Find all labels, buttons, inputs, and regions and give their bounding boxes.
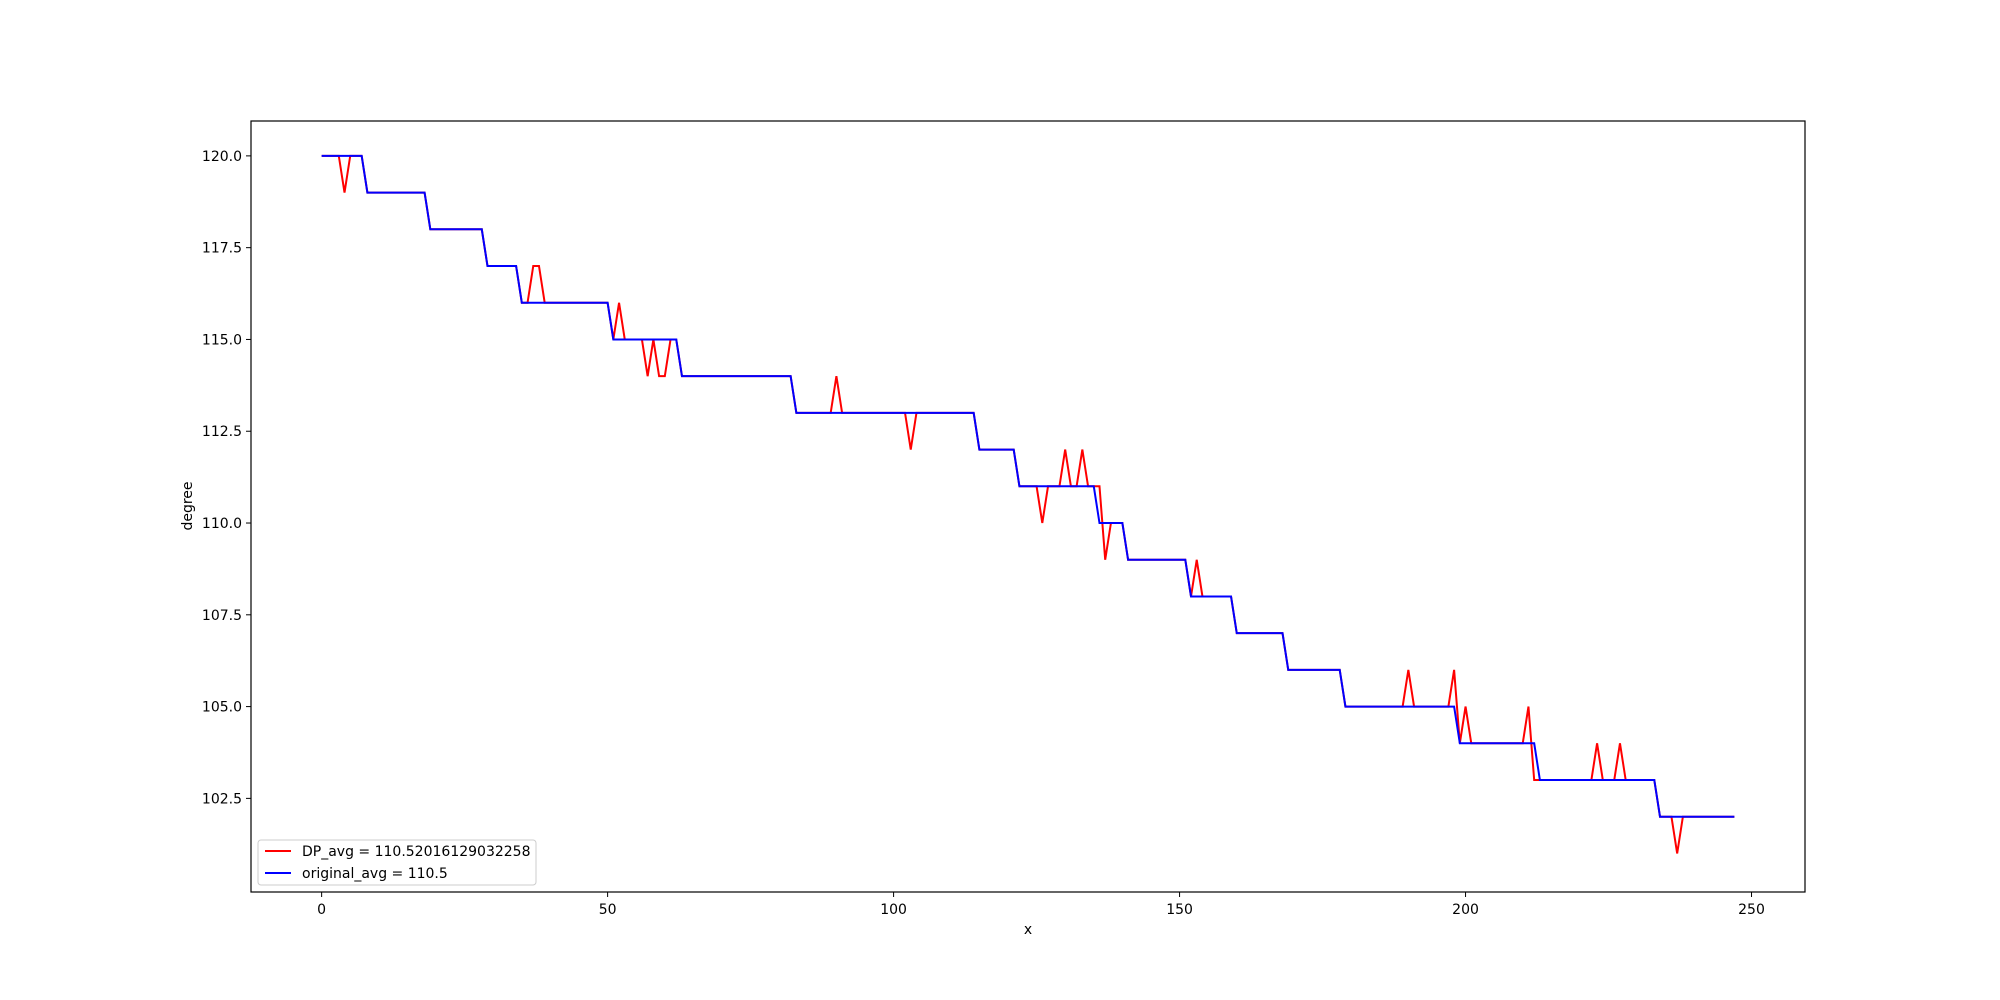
x-tick-label: 150 [1166, 902, 1193, 918]
series-line-dp-avg [321, 154, 1735, 854]
series-line-original-avg [321, 154, 1735, 818]
x-tick-label: 0 [317, 902, 326, 918]
legend-label-dp-avg: DP_avg = 110.52016129032258 [302, 844, 530, 860]
y-tick-label: 102.5 [202, 791, 242, 807]
y-axis-ticks: 102.5 105.0 107.5 110.0 112.5 115.0 117.5 120.0 [202, 149, 251, 807]
legend: DP_avg = 110.52016129032258 original_avg… [257, 839, 537, 886]
x-tick-label: 250 [1738, 902, 1765, 918]
y-tick-label: 110.0 [202, 516, 242, 532]
plot-area-frame [250, 120, 1806, 893]
x-axis-ticks: 0 50 100 150 200 250 [317, 892, 1765, 918]
y-tick-label: 117.5 [202, 241, 242, 257]
y-tick-label: 120.0 [202, 149, 242, 165]
y-tick-label: 115.0 [202, 332, 242, 348]
y-tick-label: 112.5 [202, 424, 242, 440]
y-tick-label: 107.5 [202, 608, 242, 624]
x-axis-label: x [1024, 922, 1032, 938]
y-tick-label: 105.0 [202, 700, 242, 716]
legend-frame [257, 839, 537, 886]
x-tick-label: 50 [599, 902, 617, 918]
y-axis-label: degree [180, 481, 196, 530]
x-tick-label: 100 [880, 902, 907, 918]
x-tick-label: 200 [1452, 902, 1479, 918]
series-layer [321, 154, 1735, 854]
legend-label-original-avg: original_avg = 110.5 [302, 866, 448, 882]
